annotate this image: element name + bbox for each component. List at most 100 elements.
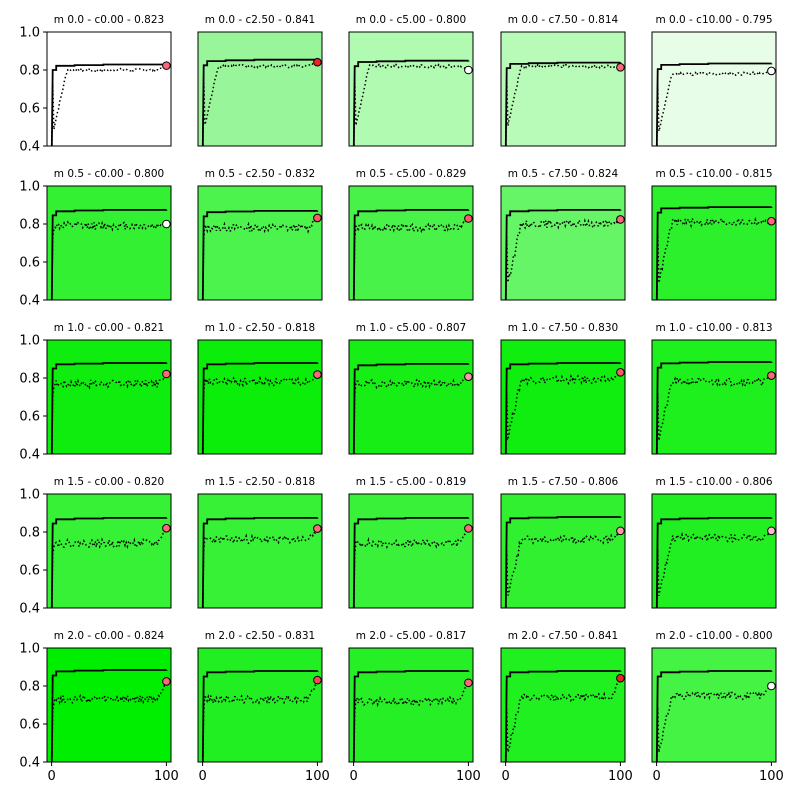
- best-score-line: [50, 362, 168, 454]
- score-dotted-line: [202, 679, 318, 762]
- plot-background: [349, 494, 473, 608]
- x-tick-label: 0: [198, 769, 206, 784]
- plot-frame: [46, 647, 172, 763]
- plot-background: [349, 340, 473, 454]
- subplot-panel: m 2.0 - c10.00 - 0.800 0 100: [651, 630, 784, 784]
- subplot-panel: m 1.5 - c10.00 - 0.806: [651, 476, 777, 609]
- panel-title: m 2.0 - c10.00 - 0.800: [655, 630, 772, 642]
- plot-frame: [197, 31, 323, 147]
- y-tick-label: 0.6: [19, 564, 40, 579]
- best-score-line: [504, 516, 622, 608]
- y-tick-label: 0.8: [19, 526, 40, 541]
- score-dotted-line: [656, 215, 773, 300]
- score-dotted-line: [51, 220, 167, 300]
- final-score-marker: [313, 370, 322, 379]
- final-score-marker: [464, 65, 473, 75]
- final-score-marker: [616, 63, 625, 72]
- score-dotted-line: [202, 216, 318, 300]
- y-tick-label: 0.8: [19, 64, 40, 79]
- score-dotted-line: [202, 61, 318, 146]
- plot-frame: [348, 493, 474, 609]
- plot-background: [652, 186, 776, 300]
- subplot-panel: m 2.0 - c7.50 - 0.841 0 100: [500, 630, 633, 784]
- plot-background: [501, 648, 625, 762]
- subplot-panel: m 1.0 - c7.50 - 0.830: [500, 322, 626, 455]
- subplot-panel: m 1.5 - c7.50 - 0.806: [500, 476, 626, 609]
- plot-background: [652, 648, 776, 762]
- plot-background: [47, 186, 171, 300]
- score-dotted-line: [505, 63, 621, 146]
- plot-frame: [46, 339, 172, 455]
- plot-background: [349, 648, 473, 762]
- panel-title: m 2.0 - c0.00 - 0.824: [54, 630, 165, 642]
- x-tick-label: 100: [759, 769, 784, 784]
- x-tick-label: 100: [305, 769, 330, 784]
- plot-background: [501, 186, 625, 300]
- plot-background: [501, 32, 625, 146]
- best-score-line: [504, 670, 622, 762]
- subplot-panel: m 1.0 - c10.00 - 0.813: [651, 322, 777, 455]
- best-score-line: [50, 63, 168, 146]
- best-score-line: [352, 363, 470, 454]
- plot-background: [198, 32, 322, 146]
- score-dotted-line: [656, 683, 773, 762]
- subplot-panel: m 1.0 - c5.00 - 0.807: [348, 322, 474, 455]
- x-tick-label: 100: [456, 769, 481, 784]
- score-dotted-line: [505, 678, 621, 762]
- plot-frame: [348, 31, 474, 147]
- plot-background: [652, 494, 776, 608]
- plot-frame: [500, 493, 626, 609]
- y-tick-label: 0.6: [19, 410, 40, 425]
- score-dotted-line: [353, 63, 469, 146]
- best-score-line: [504, 362, 622, 454]
- subplot-panel: m 0.5 - c10.00 - 0.815: [651, 168, 777, 301]
- y-tick-label: 0.4: [19, 602, 40, 617]
- final-score-marker: [464, 214, 473, 223]
- panel-title: m 2.0 - c2.50 - 0.831: [205, 630, 315, 642]
- plot-background: [349, 32, 473, 146]
- y-tick-label: 0.4: [19, 756, 40, 771]
- panel-title: m 2.0 - c5.00 - 0.817: [356, 630, 466, 642]
- plot-frame: [651, 185, 777, 301]
- best-score-line: [655, 670, 773, 762]
- final-score-marker: [313, 57, 322, 67]
- plot-background: [47, 648, 171, 762]
- plot-background: [652, 340, 776, 454]
- panel-title: m 0.0 - c5.00 - 0.800: [356, 14, 466, 26]
- plot-background: [349, 186, 473, 300]
- best-score-line: [504, 61, 622, 146]
- plot-frame: [46, 493, 172, 609]
- panel-title: m 1.0 - c2.50 - 0.818: [205, 322, 315, 334]
- panel-title: m 0.0 - c0.00 - 0.823: [54, 14, 164, 26]
- final-score-marker: [313, 524, 322, 533]
- panel-title: m 1.0 - c0.00 - 0.821: [54, 322, 164, 334]
- y-tick-label: 0.8: [19, 218, 40, 233]
- plot-frame: [197, 185, 323, 301]
- score-dotted-line: [505, 528, 622, 608]
- plot-frame: [651, 31, 777, 147]
- subplot-panel: m 0.0 - c2.50 - 0.841: [197, 14, 323, 147]
- plot-frame: [651, 647, 777, 763]
- panel-title: m 0.0 - c10.00 - 0.795: [655, 14, 772, 26]
- final-score-marker: [767, 681, 776, 691]
- plot-frame: [197, 339, 323, 455]
- subplot-panel: m 1.5 - c5.00 - 0.819: [348, 476, 474, 609]
- y-tick-label: 1.0: [19, 642, 40, 657]
- x-tick-label: 0: [349, 769, 357, 784]
- best-score-line: [201, 517, 319, 608]
- panel-title: m 0.0 - c2.50 - 0.841: [205, 14, 315, 26]
- score-dotted-line: [353, 374, 469, 454]
- y-tick-label: 0.6: [19, 256, 40, 271]
- subplot-panel: m 1.0 - c2.50 - 0.818: [197, 322, 323, 455]
- plot-frame: [500, 31, 626, 147]
- y-tick-label: 0.8: [19, 372, 40, 387]
- final-score-marker: [464, 678, 473, 688]
- best-score-line: [201, 670, 319, 762]
- plot-frame: [500, 185, 626, 301]
- x-tick-label: 0: [47, 769, 55, 784]
- plot-frame: [197, 493, 323, 609]
- plot-frame: [651, 339, 777, 455]
- best-score-line: [352, 59, 470, 146]
- plot-frame: [348, 647, 474, 763]
- best-score-line: [50, 517, 168, 608]
